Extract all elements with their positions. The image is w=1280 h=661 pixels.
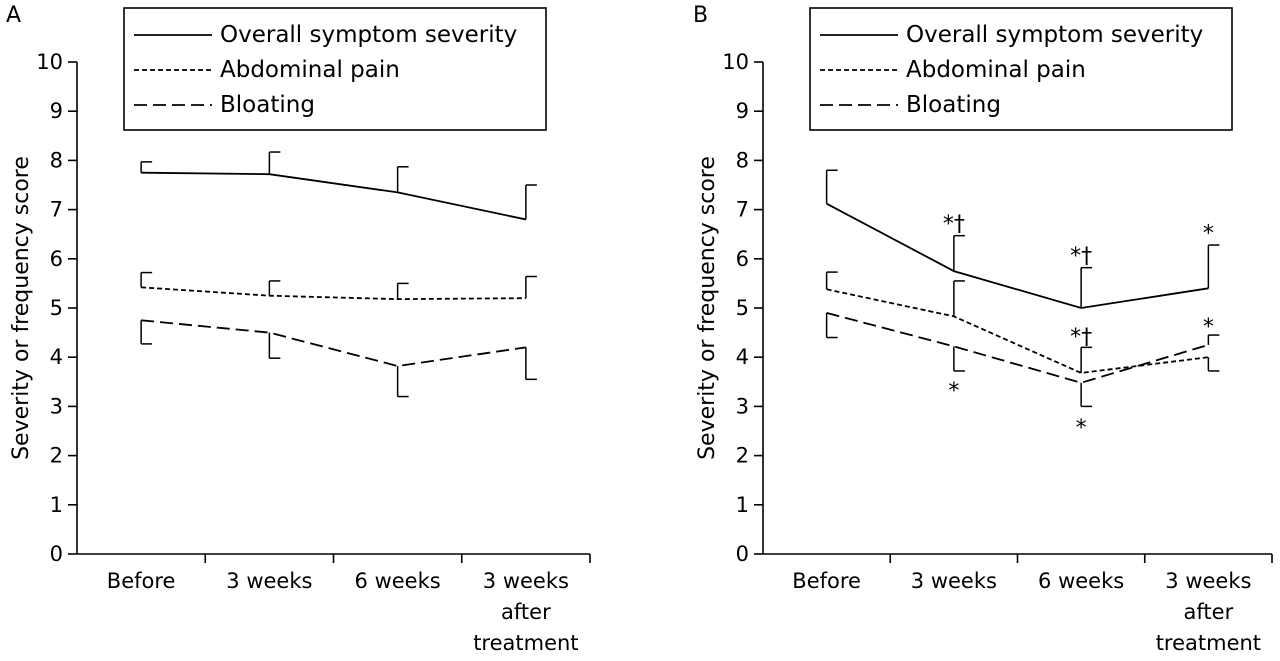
y-axis-title: Severity or frequency score <box>695 156 720 460</box>
legend-box <box>123 7 547 131</box>
panel-a: A Severity or frequency score 0 1 2 3 4 5 6 7 8 9 10… <box>6 3 591 655</box>
x-tick-label: 6 weeks <box>1038 569 1124 593</box>
y-axis-title: Severity or frequency score <box>9 156 34 460</box>
series-line-dashed <box>141 319 527 367</box>
legend-entry: Abdominal pain <box>220 57 400 83</box>
legend-entry: Bloating <box>220 92 315 118</box>
x-tick-label: after <box>501 600 551 624</box>
y-tick-label: 0 <box>50 542 63 566</box>
x-tick-label: 3 weeks <box>483 569 569 593</box>
x-tick-label: 3 weeks <box>911 569 997 593</box>
legend-entry: Bloating <box>906 92 1001 118</box>
y-tick-label: 7 <box>736 198 749 222</box>
y-tick-label: 8 <box>50 148 63 172</box>
y-tick-label: 0 <box>736 542 749 566</box>
significance-marker: *† <box>1070 244 1092 269</box>
significance-marker: * <box>948 379 959 404</box>
y-tick-label: 1 <box>50 493 63 517</box>
y-tick-label: 2 <box>736 444 749 468</box>
series-line-dotted <box>826 288 1209 374</box>
legend-box <box>809 7 1233 131</box>
y-tick-label: 4 <box>736 345 749 369</box>
significance-marker: * <box>1076 416 1087 441</box>
panel-b: B Severity or frequency score 0 1 2 3 4 5 6 7 8 9 10… <box>693 3 1273 655</box>
panel-label: A <box>6 3 21 28</box>
series-line-dashed <box>826 312 1209 384</box>
x-tick-label: 6 weeks <box>355 569 441 593</box>
y-tick-label: 3 <box>50 394 63 418</box>
significance-marker: *† <box>1070 325 1092 350</box>
y-tick-label: 9 <box>50 99 63 123</box>
y-tick-label: 5 <box>736 296 749 320</box>
series-line-dotted <box>141 286 526 301</box>
x-tick-label: 3 weeks <box>226 569 312 593</box>
legend-entry: Overall symptom severity <box>906 22 1203 48</box>
series-line-solid <box>141 171 527 221</box>
legend-entry: Abdominal pain <box>906 57 1086 83</box>
x-tick-label: 3 weeks <box>1165 569 1251 593</box>
y-tick-label: 4 <box>50 345 63 369</box>
y-tick-label: 5 <box>50 296 63 320</box>
legend-entry: Overall symptom severity <box>220 22 517 48</box>
y-tick-label: 6 <box>50 247 63 271</box>
x-tick-label: treatment <box>473 631 578 655</box>
significance-marker: * <box>1203 315 1214 340</box>
x-tick-label: Before <box>792 569 861 593</box>
series-line-solid <box>826 202 1209 309</box>
y-tick-label: 2 <box>50 444 63 468</box>
y-tick-label: 3 <box>736 394 749 418</box>
y-tick-label: 7 <box>50 198 63 222</box>
panel-label: B <box>693 3 708 28</box>
significance-marker: *† <box>943 212 965 237</box>
y-tick-label: 10 <box>36 50 63 74</box>
y-tick-label: 10 <box>722 50 749 74</box>
x-tick-label: Before <box>107 569 176 593</box>
significance-marker: * <box>1203 222 1214 247</box>
x-tick-label: after <box>1184 600 1234 624</box>
y-tick-label: 6 <box>736 247 749 271</box>
y-tick-label: 9 <box>736 99 749 123</box>
y-tick-label: 1 <box>736 493 749 517</box>
y-tick-label: 8 <box>736 148 749 172</box>
x-tick-label: treatment <box>1156 631 1261 655</box>
